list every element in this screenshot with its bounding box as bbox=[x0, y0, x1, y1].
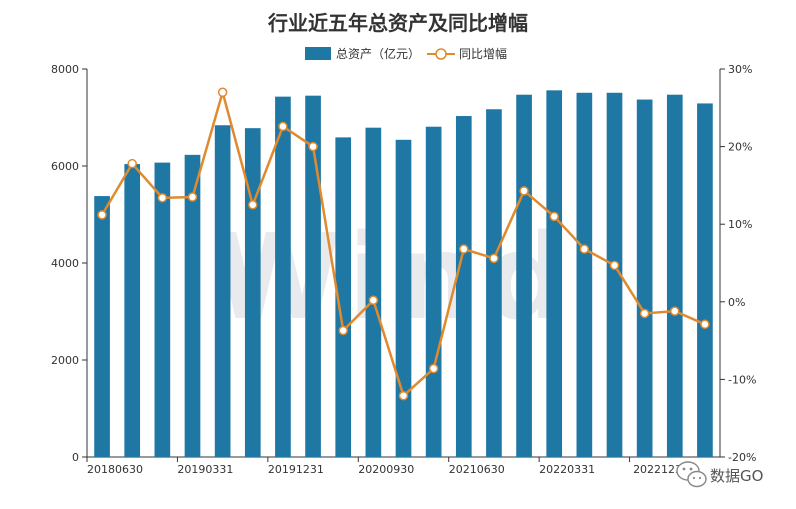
growth-point bbox=[549, 211, 559, 222]
bar-series bbox=[94, 90, 713, 458]
growth-point bbox=[97, 210, 107, 220]
line-series bbox=[97, 87, 710, 401]
growth-point bbox=[157, 193, 168, 203]
legend-line-marker bbox=[435, 48, 447, 60]
growth-point bbox=[670, 306, 680, 316]
growth-point bbox=[217, 87, 228, 98]
y-right-tick-label: 30% bbox=[728, 63, 752, 76]
bar bbox=[365, 127, 382, 457]
growth-point bbox=[338, 325, 348, 336]
x-tick-label: 20180630 bbox=[87, 463, 143, 476]
growth-point bbox=[459, 244, 469, 254]
bar bbox=[184, 154, 201, 457]
bar bbox=[275, 96, 291, 458]
bar bbox=[576, 92, 593, 457]
bar bbox=[395, 139, 412, 457]
y-left-tick-label: 4000 bbox=[51, 257, 79, 270]
bar bbox=[486, 109, 502, 457]
bar bbox=[666, 94, 683, 457]
bar bbox=[425, 126, 442, 457]
bar bbox=[244, 128, 261, 458]
y-right-tick-label: 20% bbox=[728, 141, 752, 154]
bar bbox=[606, 92, 623, 457]
axes: 0 2000 4000 6000 8000 -20% -10% 0% 10% 20% 30% 2018… bbox=[51, 63, 756, 476]
legend: 总资产（亿元） 同比增幅 bbox=[305, 46, 507, 61]
chart-title: 行业近五年总资产及同比增幅 bbox=[267, 11, 528, 35]
x-tick-label: 20190331 bbox=[177, 463, 233, 476]
bar bbox=[636, 99, 653, 458]
watermark-text: 数据GO bbox=[710, 467, 763, 485]
bar bbox=[697, 103, 713, 457]
growth-point bbox=[428, 363, 439, 374]
growth-point bbox=[700, 319, 710, 330]
bar bbox=[546, 90, 563, 457]
x-tick-label: 20210630 bbox=[449, 463, 505, 476]
growth-point bbox=[248, 200, 258, 210]
legend-line-label: 同比增幅 bbox=[459, 46, 507, 61]
growth-point bbox=[368, 295, 379, 305]
y-right-tick-label: 0% bbox=[728, 296, 745, 309]
wechat-icon bbox=[676, 461, 707, 488]
bar bbox=[516, 94, 532, 457]
y-right-tick-label: -20% bbox=[728, 451, 756, 464]
growth-point bbox=[187, 192, 198, 202]
x-tick-label: 20191231 bbox=[268, 463, 324, 476]
growth-point bbox=[398, 390, 409, 401]
growth-point bbox=[308, 141, 318, 152]
growth-point bbox=[278, 121, 288, 132]
x-tick-label: 20220331 bbox=[539, 463, 595, 476]
bar bbox=[94, 196, 110, 457]
y-right-tick-label: 10% bbox=[728, 218, 752, 231]
y-left-tick-label: 6000 bbox=[51, 160, 79, 173]
y-right-tick-label: -10% bbox=[728, 373, 756, 386]
legend-bar-label: 总资产（亿元） bbox=[336, 46, 420, 61]
growth-point bbox=[489, 253, 499, 264]
y-left-tick-label: 8000 bbox=[51, 63, 79, 76]
growth-point bbox=[639, 308, 650, 319]
y-left-tick-label: 2000 bbox=[51, 354, 79, 367]
x-tick-label: 2022123 bbox=[633, 463, 682, 476]
corner-watermark: 数据GO bbox=[676, 461, 763, 488]
growth-point bbox=[519, 186, 529, 196]
bar bbox=[154, 162, 171, 458]
bar bbox=[335, 137, 352, 457]
growth-point bbox=[127, 158, 137, 169]
x-tick-label: 20200930 bbox=[358, 463, 414, 476]
background-watermark: Wind bbox=[211, 208, 574, 346]
bar bbox=[455, 116, 472, 458]
bar bbox=[214, 125, 231, 457]
y-left-tick-label: 0 bbox=[72, 451, 79, 464]
bar bbox=[124, 164, 141, 457]
growth-point bbox=[579, 244, 590, 254]
legend-bar-swatch bbox=[305, 47, 331, 60]
growth-point bbox=[609, 260, 620, 271]
bar bbox=[305, 95, 321, 458]
